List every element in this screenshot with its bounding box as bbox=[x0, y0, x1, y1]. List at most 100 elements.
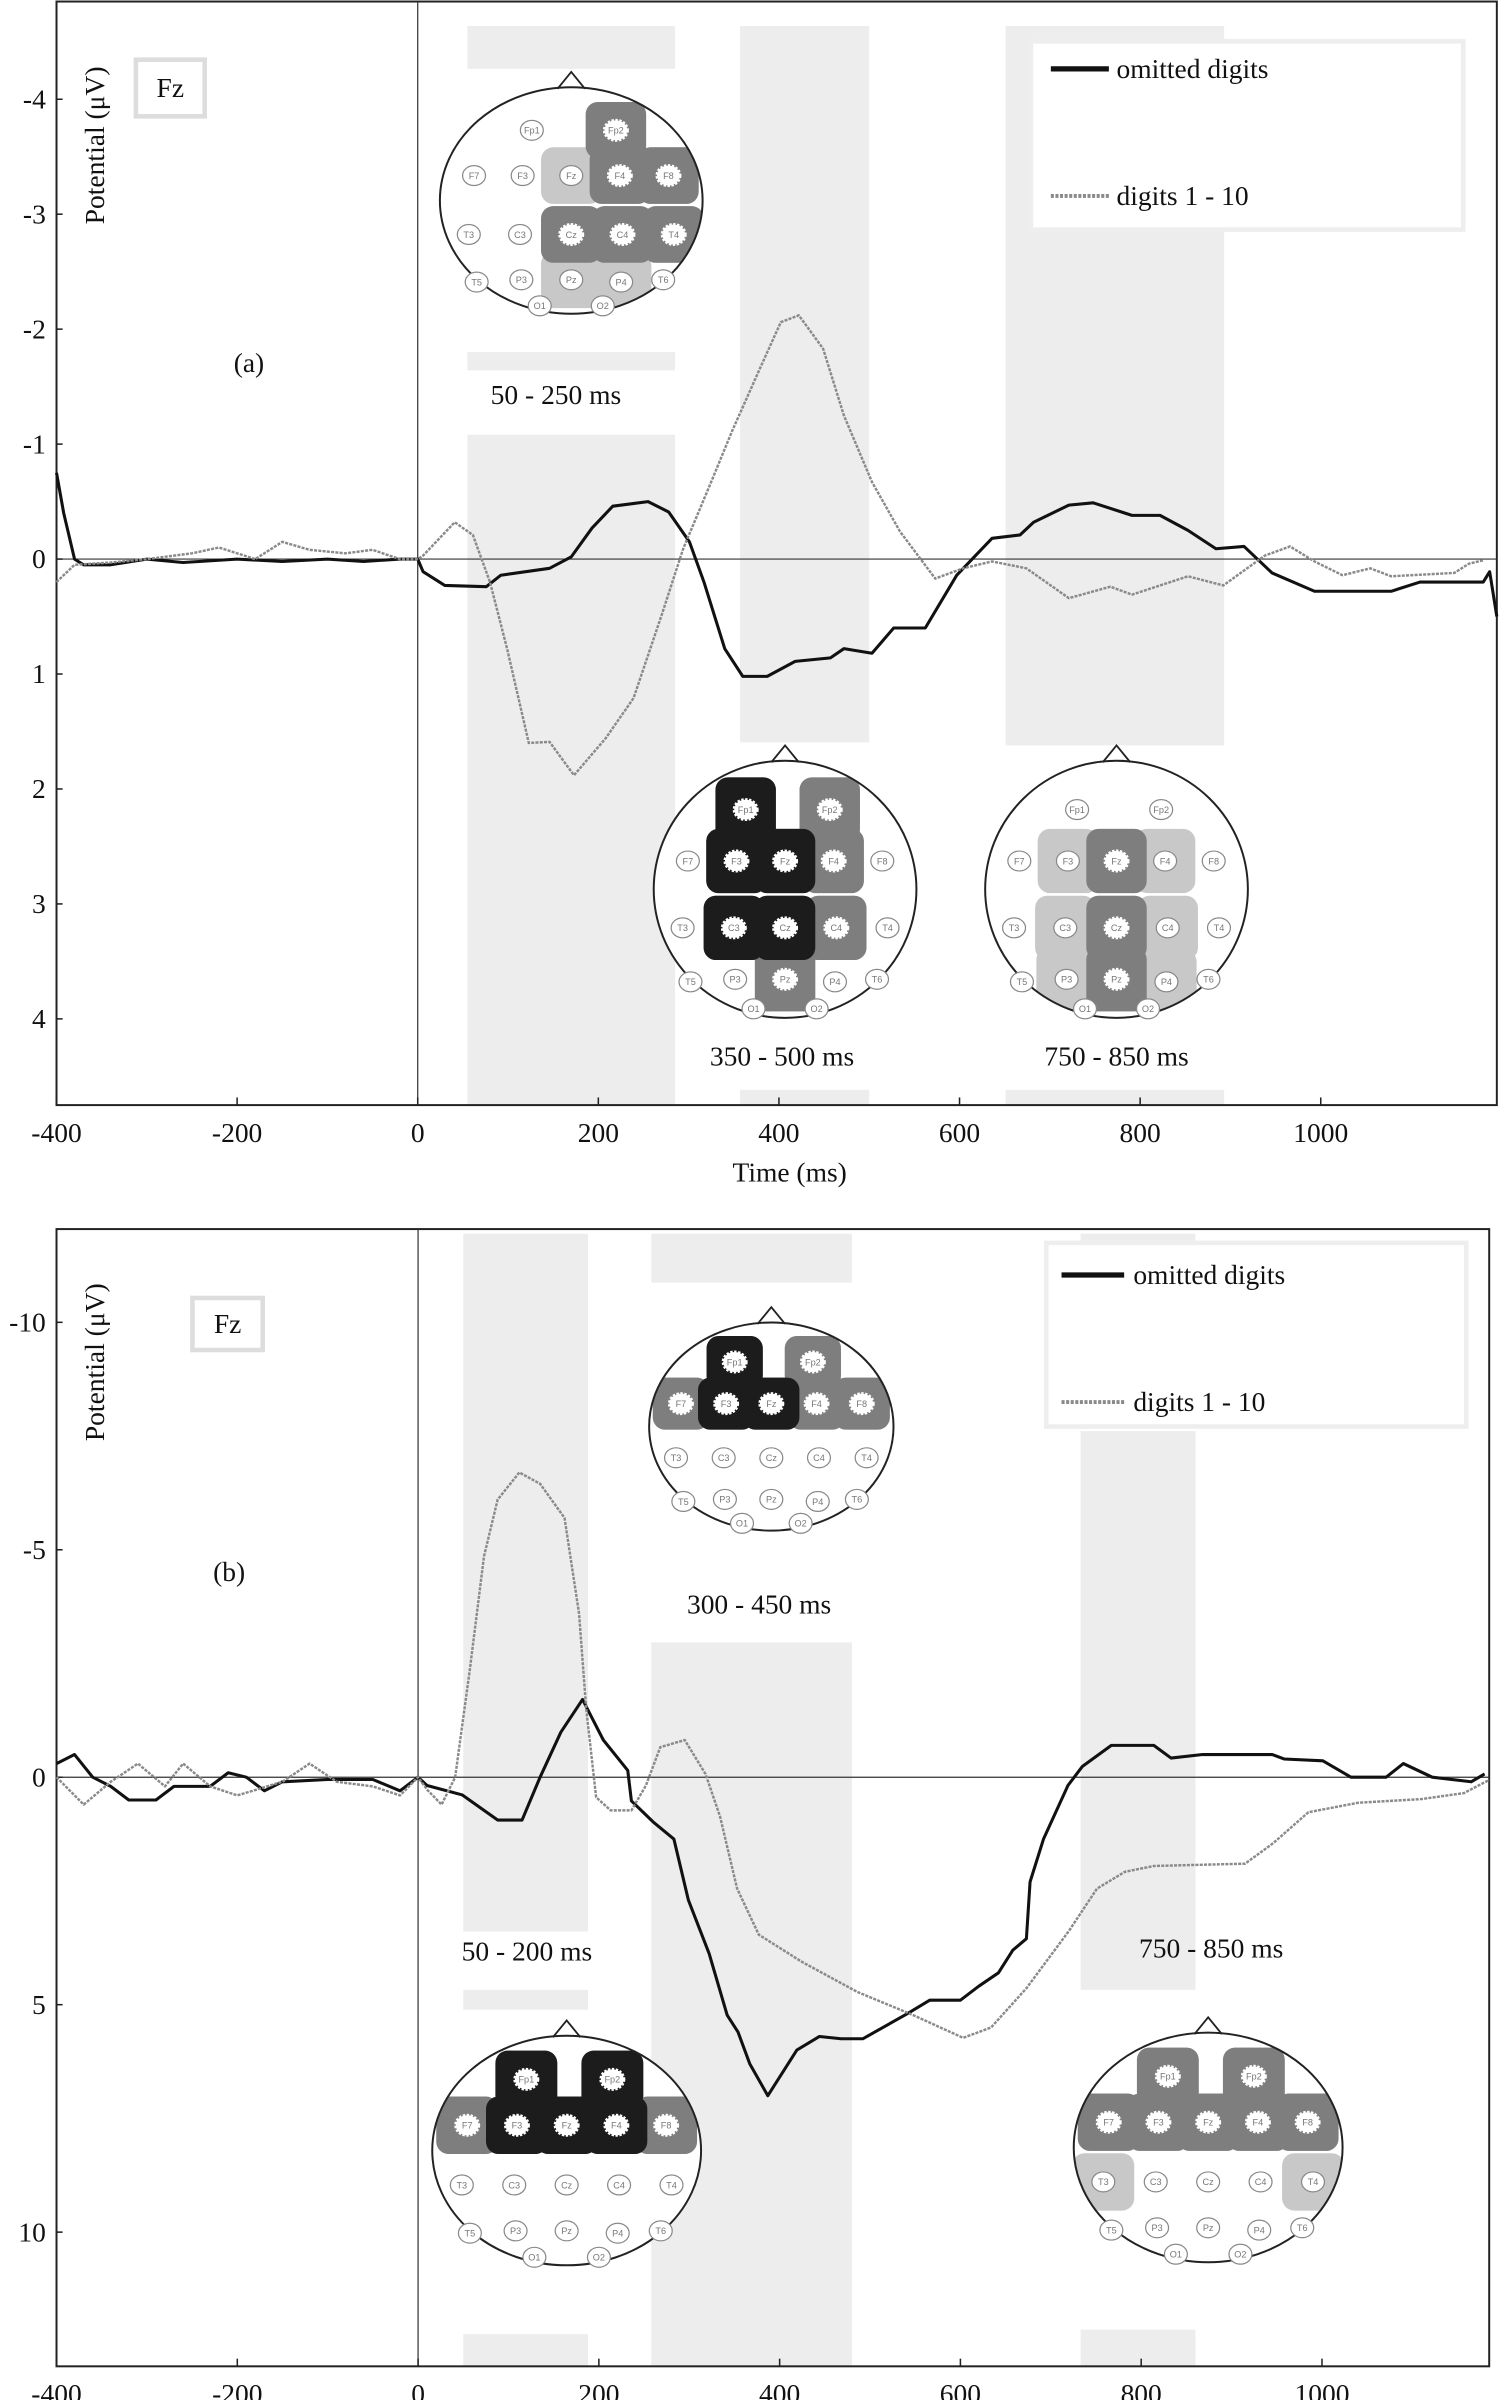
electrode-marker bbox=[1248, 2171, 1273, 2193]
electrode-marker bbox=[1065, 799, 1090, 821]
electrode-name: F4 bbox=[1253, 2118, 1264, 2128]
electrode-marker bbox=[1300, 2171, 1326, 2193]
x-tick-label: -400 bbox=[31, 1117, 81, 1148]
electrode-marker bbox=[607, 2174, 632, 2196]
electrode-marker bbox=[457, 2222, 482, 2244]
electrode-marker bbox=[653, 2113, 680, 2137]
plot-frame bbox=[55, 0, 1498, 1107]
electrode-name: P3 bbox=[1151, 2223, 1162, 2233]
electrode-name: Cz bbox=[566, 230, 578, 240]
topomap: Fp1 Fp2 F7 F3 Fz F4 F8 T3 C3 Cz C4 T4 T5 P3 Pz P4 T6 O1 O2 bbox=[984, 743, 1249, 1020]
electrode-marker bbox=[456, 223, 481, 246]
electrode-name: T5 bbox=[1106, 2225, 1117, 2235]
electrode-name: Fp1 bbox=[727, 1357, 743, 1367]
electrode-marker bbox=[772, 967, 799, 991]
electrode-marker bbox=[554, 2220, 579, 2242]
y-tick-label: -10 bbox=[9, 1306, 46, 1337]
y-tick-label: 3 bbox=[32, 888, 46, 919]
y-tick-label: -2 bbox=[23, 313, 46, 344]
electrode-name: O1 bbox=[747, 1004, 759, 1014]
electrode-label: Fz bbox=[214, 1308, 242, 1339]
electrode-name: F4 bbox=[1160, 856, 1171, 866]
electrode-marker bbox=[864, 968, 890, 990]
electrode-name: P4 bbox=[812, 1497, 823, 1507]
y-tick-label: -4 bbox=[23, 83, 46, 114]
electrode-marker bbox=[1154, 2064, 1181, 2088]
electrode-marker bbox=[461, 165, 487, 187]
electrode-name: F4 bbox=[615, 171, 626, 181]
electrode-name: Fp2 bbox=[1246, 2072, 1262, 2082]
x-tick-label: 400 bbox=[758, 1117, 799, 1148]
shaded-window bbox=[463, 1989, 589, 2010]
electrode-marker bbox=[513, 2067, 540, 2091]
electrode-marker bbox=[655, 164, 682, 188]
electrode-name: T5 bbox=[1017, 977, 1028, 987]
x-tick-label: 1000 bbox=[1294, 2378, 1349, 2400]
electrode-marker bbox=[741, 998, 766, 1020]
electrode-name: P4 bbox=[829, 977, 840, 987]
time-window-label: 300 - 450 ms bbox=[687, 1588, 831, 1619]
electrode-marker bbox=[667, 1392, 694, 1416]
electrode-name: O1 bbox=[736, 1519, 748, 1529]
electrode-marker bbox=[671, 1490, 696, 1513]
electrode-name: Fp2 bbox=[805, 1357, 821, 1367]
electrode-name: T3 bbox=[456, 2180, 467, 2190]
electrode-marker bbox=[554, 2174, 579, 2196]
electrode-marker bbox=[522, 2246, 547, 2268]
x-tick-label: 1000 bbox=[1293, 1117, 1348, 1148]
topomap: Fp1 Fp2 F7 F3 Fz F4 F8 T3 C3 Cz C4 T4 T5 P3 Pz P4 T6 O1 O2 bbox=[438, 70, 704, 317]
x-axis-label: Time (ms) bbox=[733, 1157, 847, 1188]
electrode-name: P3 bbox=[730, 975, 741, 985]
shaded-window bbox=[1005, 1089, 1225, 1106]
electrode-name: Fp2 bbox=[604, 2075, 620, 2085]
nose-icon bbox=[770, 743, 800, 763]
electrode-name: Fp2 bbox=[608, 126, 624, 136]
x-tick-label: -200 bbox=[212, 2378, 262, 2400]
electrode-name: Cz bbox=[1203, 2177, 1215, 2187]
electrode-name: Cz bbox=[1111, 923, 1123, 933]
electrode-name: Fp1 bbox=[524, 126, 540, 136]
electrode-marker bbox=[1145, 2217, 1170, 2239]
electrode-name: T4 bbox=[666, 2180, 677, 2190]
electrode-marker bbox=[660, 223, 687, 246]
y-tick-label: -3 bbox=[23, 198, 46, 229]
electrode-marker bbox=[1153, 850, 1178, 872]
x-tick-label: 400 bbox=[759, 2378, 800, 2400]
electrode-marker bbox=[816, 798, 843, 822]
electrode-name: Fp2 bbox=[822, 805, 838, 815]
electrode-name: P3 bbox=[1061, 975, 1072, 985]
electrode-marker bbox=[590, 295, 615, 317]
electrode-marker bbox=[1149, 799, 1174, 821]
nose-icon bbox=[552, 2018, 582, 2038]
electrode-name: F4 bbox=[611, 2121, 622, 2131]
x-tick-label: 0 bbox=[411, 1117, 425, 1148]
electrode-marker bbox=[1228, 2243, 1253, 2265]
electrode-marker bbox=[648, 2220, 673, 2242]
electrode-marker bbox=[799, 1350, 826, 1374]
electrode-name: T4 bbox=[861, 1453, 872, 1463]
y-tick-label: 2 bbox=[32, 773, 46, 804]
electrode-marker bbox=[503, 2113, 530, 2137]
electrode-name: Fp1 bbox=[738, 805, 754, 815]
legend-label: omitted digits bbox=[1133, 1259, 1285, 1290]
electrode-name: T6 bbox=[852, 1495, 863, 1505]
electrode-marker bbox=[1072, 998, 1098, 1020]
electrode-name: Fp1 bbox=[1160, 2072, 1176, 2082]
electrode-marker bbox=[1103, 967, 1130, 991]
electrode-name: O1 bbox=[1170, 2250, 1182, 2260]
x-tick-label: 600 bbox=[940, 2378, 981, 2400]
x-tick-label: 0 bbox=[411, 2378, 425, 2400]
electrode-marker bbox=[502, 2174, 527, 2196]
electrode-marker bbox=[586, 2246, 611, 2268]
electrode-marker bbox=[609, 223, 636, 246]
electrode-name: Fz bbox=[562, 2121, 573, 2131]
electrode-marker bbox=[510, 165, 535, 187]
electrode-name: O1 bbox=[534, 301, 546, 311]
time-window-label: 750 - 850 ms bbox=[1044, 1040, 1188, 1071]
shaded-window bbox=[651, 1642, 852, 2367]
electrode-marker bbox=[804, 998, 829, 1020]
electrode-marker bbox=[1247, 2219, 1272, 2241]
electrode-marker bbox=[1103, 849, 1130, 873]
electrode-name: F7 bbox=[683, 856, 694, 866]
